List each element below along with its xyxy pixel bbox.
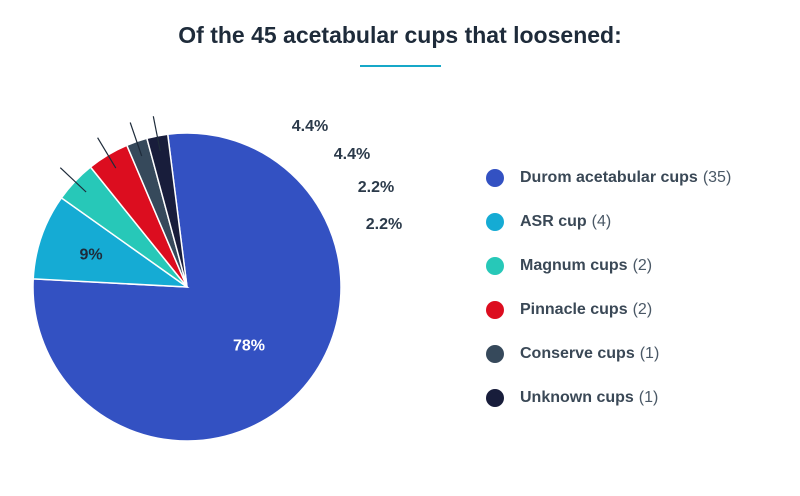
legend-item: ASR cup (4): [486, 200, 731, 244]
legend-count: (2): [632, 257, 653, 274]
chart-title: Of the 45 acetabular cups that loosened:: [178, 22, 622, 48]
legend-count: (1): [638, 389, 659, 406]
legend-swatch: [486, 301, 504, 319]
legend-label: Durom acetabular cups: [520, 169, 698, 186]
legend-label: Conserve cups: [520, 345, 635, 362]
legend-count: (4): [591, 213, 612, 230]
slice-value-label: 2.2%: [358, 179, 394, 196]
slice-value-label: 9%: [79, 247, 102, 264]
legend-swatch: [486, 389, 504, 407]
leader-line: [129, 122, 143, 157]
legend-swatch: [486, 213, 504, 231]
title-underline: [360, 65, 441, 67]
slice-value-label: 4.4%: [292, 118, 328, 135]
pie-slices: [32, 132, 342, 442]
legend-item: Durom acetabular cups (35): [486, 156, 731, 200]
legend-swatch: [486, 257, 504, 275]
legend-label: Magnum cups: [520, 257, 628, 274]
legend-swatch: [486, 345, 504, 363]
leader-lines: [59, 116, 161, 193]
legend-item: Magnum cups (2): [486, 244, 731, 288]
leader-line: [97, 137, 117, 169]
leader-line: [59, 167, 87, 193]
slice-value-label: 78%: [233, 338, 265, 355]
pie-slice: [32, 196, 190, 288]
legend-count: (1): [639, 345, 660, 362]
legend-label: Pinnacle cups: [520, 301, 628, 318]
slice-labels: 78% 9% 4.4% 4.4% 2.2% 2.2%: [79, 118, 402, 355]
legend-item: Conserve cups (1): [486, 332, 731, 376]
legend-count: (2): [632, 301, 653, 318]
pie-slice: [32, 132, 342, 442]
legend-label: Unknown cups: [520, 389, 634, 406]
legend: Durom acetabular cups (35) ASR cup (4) Magnu…: [486, 156, 731, 420]
slice-value-label: 4.4%: [334, 146, 370, 163]
slice-value-label: 2.2%: [366, 216, 402, 233]
legend-label: ASR cup: [520, 213, 587, 230]
legend-count: (35): [702, 169, 732, 186]
leader-line: [152, 116, 161, 152]
legend-item: Unknown cups (1): [486, 376, 731, 420]
legend-swatch: [486, 169, 504, 187]
legend-item: Pinnacle cups (2): [486, 288, 731, 332]
